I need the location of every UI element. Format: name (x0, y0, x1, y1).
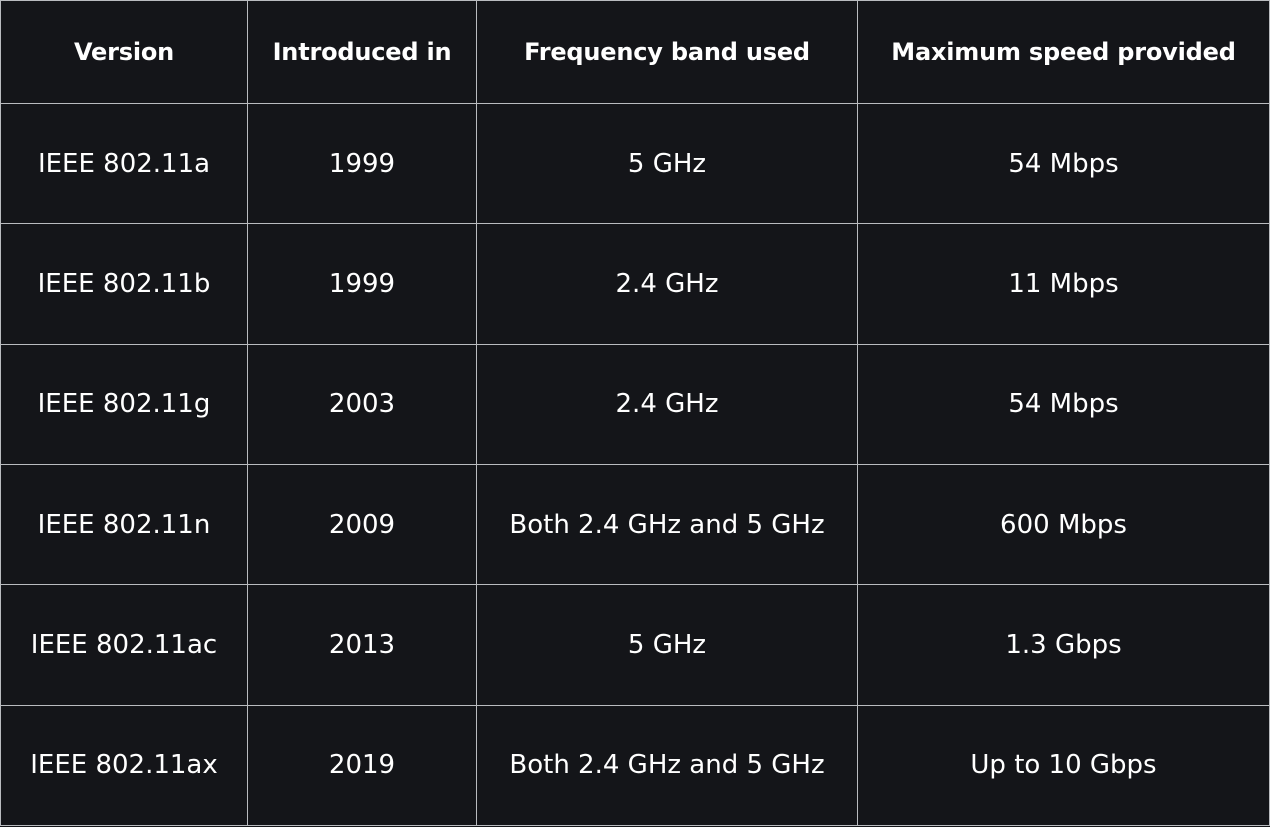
table-row: IEEE 802.11ax 2019 Both 2.4 GHz and 5 GH… (0, 704, 1270, 827)
cell-version: IEEE 802.11ax (0, 704, 248, 827)
header-introduced-in: Introduced in (247, 0, 477, 104)
cell-speed: Up to 10 Gbps (857, 704, 1270, 827)
table-row: IEEE 802.11n 2009 Both 2.4 GHz and 5 GHz… (0, 463, 1270, 586)
cell-frequency: Both 2.4 GHz and 5 GHz (476, 704, 858, 827)
cell-version: IEEE 802.11g (0, 343, 248, 465)
table-header: Version Introduced in Frequency band use… (0, 0, 1270, 104)
table-row: IEEE 802.11b 1999 2.4 GHz 11 Mbps (0, 223, 1270, 345)
cell-frequency: 5 GHz (476, 102, 858, 225)
header-version: Version (0, 0, 248, 104)
table-body: IEEE 802.11a 1999 5 GHz 54 Mbps IEEE 802… (0, 102, 1270, 827)
cell-speed: 1.3 Gbps (857, 584, 1270, 706)
cell-year: 1999 (247, 102, 477, 225)
cell-speed: 600 Mbps (857, 463, 1270, 586)
header-row: Version Introduced in Frequency band use… (0, 0, 1270, 104)
cell-speed: 54 Mbps (857, 102, 1270, 225)
table-row: IEEE 802.11a 1999 5 GHz 54 Mbps (0, 102, 1270, 225)
table-row: IEEE 802.11ac 2013 5 GHz 1.3 Gbps (0, 584, 1270, 706)
cell-speed: 54 Mbps (857, 343, 1270, 465)
cell-version: IEEE 802.11b (0, 223, 248, 345)
cell-year: 2003 (247, 343, 477, 465)
cell-frequency: 2.4 GHz (476, 343, 858, 465)
cell-year: 2009 (247, 463, 477, 586)
cell-year: 1999 (247, 223, 477, 345)
cell-speed: 11 Mbps (857, 223, 1270, 345)
header-frequency-band: Frequency band used (476, 0, 858, 104)
cell-version: IEEE 802.11n (0, 463, 248, 586)
cell-frequency: 5 GHz (476, 584, 858, 706)
cell-version: IEEE 802.11ac (0, 584, 248, 706)
header-maximum-speed: Maximum speed provided (857, 0, 1270, 104)
table-row: IEEE 802.11g 2003 2.4 GHz 54 Mbps (0, 343, 1270, 465)
cell-year: 2019 (247, 704, 477, 827)
cell-year: 2013 (247, 584, 477, 706)
cell-frequency: Both 2.4 GHz and 5 GHz (476, 463, 858, 586)
cell-version: IEEE 802.11a (0, 102, 248, 225)
cell-frequency: 2.4 GHz (476, 223, 858, 345)
